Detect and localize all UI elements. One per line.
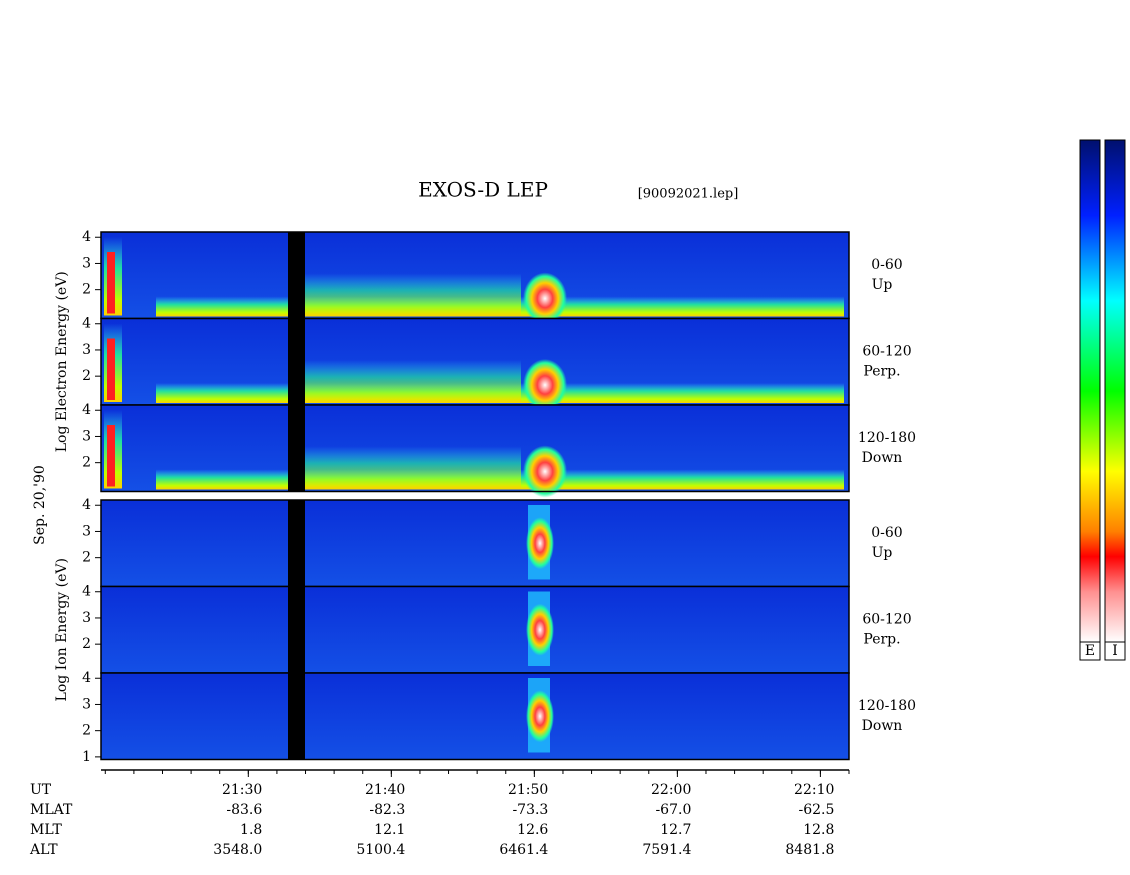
panel-label: Down: [862, 718, 903, 734]
y-tick-label: 2: [82, 455, 91, 471]
ephemeris-value: 7591.4: [642, 842, 691, 858]
spectral-hotspot: [526, 517, 554, 570]
ephemeris-value: 12.8: [803, 822, 834, 838]
ephemeris-label: MLAT: [30, 802, 73, 818]
y-axis-label: Log Ion Energy (eV): [54, 558, 70, 701]
color-bar: [1104, 139, 1126, 643]
panel-label: Up: [872, 545, 893, 561]
spectral-band: [107, 338, 115, 400]
y-tick-label: 2: [82, 636, 91, 652]
y-tick-label: 4: [82, 229, 91, 245]
panel-label: Down: [862, 450, 903, 466]
y-tick-label: 3: [82, 342, 91, 358]
ephemeris-value: 5100.4: [356, 842, 405, 858]
data-gap: [288, 232, 305, 319]
spectral-band: [107, 252, 115, 314]
ephemeris-value: 6461.4: [499, 842, 548, 858]
data-gap: [288, 318, 305, 405]
y-tick-label: 3: [82, 428, 91, 444]
panel-background: [101, 500, 849, 587]
ephemeris-value: -67.0: [655, 802, 691, 818]
spectral-band: [301, 446, 521, 489]
y-tick-label: 2: [82, 550, 91, 566]
color-bar-label-box: [1104, 641, 1126, 661]
panel-label: 60-120: [862, 344, 911, 360]
y-axis-label: Log Electron Energy (eV): [54, 271, 70, 452]
ephemeris-value: 8481.8: [785, 842, 834, 858]
ephemeris-value: 21:50: [508, 782, 548, 798]
ephemeris-value: 22:00: [651, 782, 691, 798]
color-bar-label: I: [1112, 643, 1118, 659]
spectral-hotspot: [526, 603, 554, 656]
date-label: Sep. 20,'90: [32, 465, 48, 545]
spectral-band: [301, 360, 521, 402]
data-gap: [288, 405, 305, 492]
spectral-hotspot: [523, 272, 567, 325]
y-tick-label: 3: [82, 523, 91, 539]
ephemeris-label: UT: [30, 782, 52, 798]
ephemeris-value: 22:10: [794, 782, 834, 798]
color-bar-label: E: [1085, 643, 1095, 659]
panel-label: 120-180: [858, 698, 916, 714]
ephemeris-value: 12.1: [374, 822, 405, 838]
ephemeris-value: 3548.0: [213, 842, 262, 858]
panel-label: 0-60: [871, 525, 902, 541]
ephemeris-value: -83.6: [226, 802, 262, 818]
panel-frame: [100, 672, 850, 761]
panel-label: 0-60: [871, 257, 902, 273]
y-tick-label: 4: [82, 402, 91, 418]
chart-subtitle: [90092021.lep]: [638, 187, 739, 202]
ephemeris-label: ALT: [29, 842, 58, 858]
spectral-hotspot: [526, 690, 554, 743]
panel-label: 60-120: [862, 612, 911, 628]
panel-background: [101, 673, 849, 760]
ephemeris-value: 21:30: [222, 782, 262, 798]
ephemeris-label: MLT: [30, 822, 62, 838]
spectral-band: [301, 273, 521, 316]
y-tick-label: 1: [82, 749, 91, 765]
ephemeris-value: 12.6: [517, 822, 548, 838]
y-tick-label: 4: [82, 316, 91, 332]
chart-title: EXOS-D LEP: [418, 178, 548, 202]
ephemeris-value: 12.7: [660, 822, 691, 838]
data-gap: [288, 586, 305, 673]
panel-label: 120-180: [858, 430, 916, 446]
panel-label: Up: [872, 277, 893, 293]
y-tick-label: 3: [82, 255, 91, 271]
y-tick-label: 4: [82, 497, 91, 513]
spectral-band: [107, 425, 115, 487]
spectral-hotspot: [523, 445, 567, 498]
ephemeris-value: -62.5: [798, 802, 834, 818]
y-tick-label: 3: [82, 696, 91, 712]
y-tick-label: 4: [82, 584, 91, 600]
y-tick-label: 4: [82, 670, 91, 686]
ephemeris-value: -73.3: [512, 802, 548, 818]
ephemeris-value: -82.3: [369, 802, 405, 818]
data-gap: [288, 500, 305, 587]
color-bar-label-box: [1079, 641, 1101, 661]
y-tick-label: 2: [82, 282, 91, 298]
data-gap: [288, 673, 305, 760]
panel-background: [101, 586, 849, 673]
spectral-hotspot: [523, 359, 567, 411]
ephemeris-value: 21:40: [365, 782, 405, 798]
y-tick-label: 2: [82, 723, 91, 739]
y-tick-label: 2: [82, 368, 91, 384]
panel-label: Perp.: [863, 364, 900, 380]
panel-label: Perp.: [863, 632, 900, 648]
y-tick-label: 3: [82, 610, 91, 626]
panel-frame: [100, 404, 850, 493]
color-bar: [1079, 139, 1101, 643]
ephemeris-value: 1.8: [240, 822, 262, 838]
